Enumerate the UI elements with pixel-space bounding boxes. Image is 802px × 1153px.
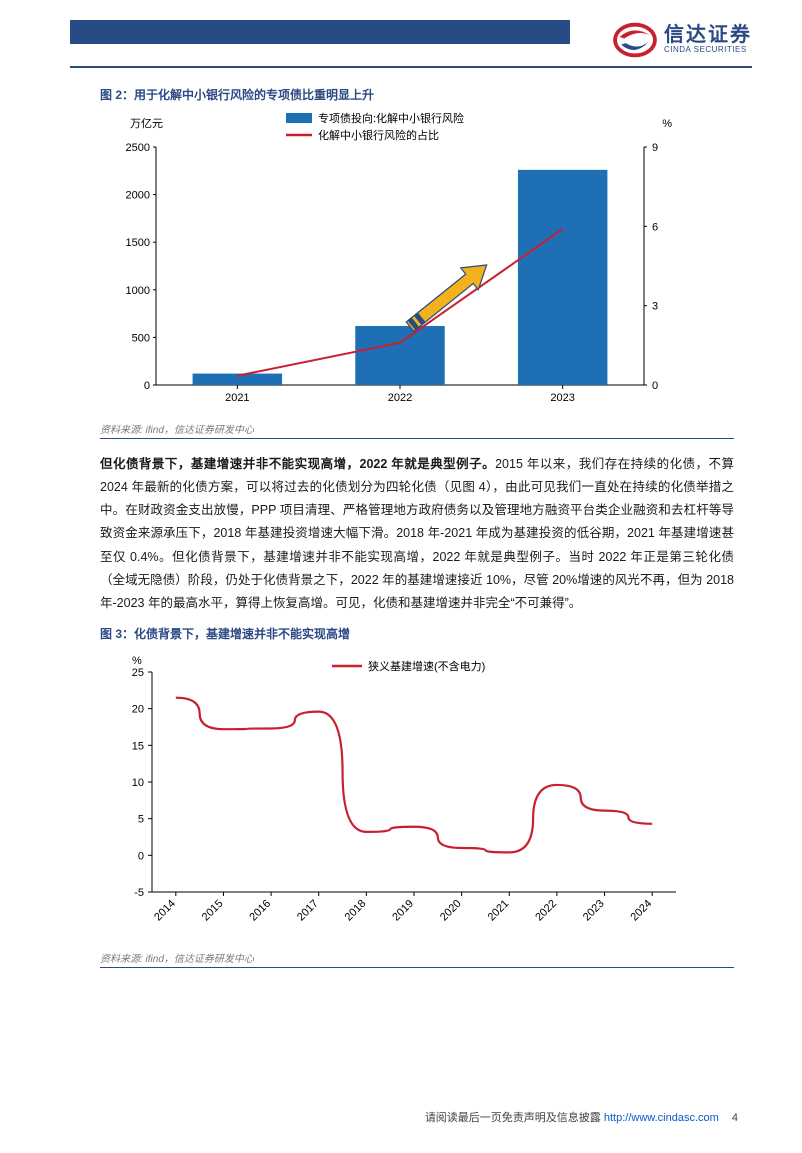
svg-text:0: 0: [138, 850, 144, 862]
svg-text:2017: 2017: [295, 898, 321, 924]
brand-name-cn: 信达证券: [664, 25, 752, 46]
svg-text:2500: 2500: [126, 142, 150, 154]
svg-text:10: 10: [132, 777, 144, 789]
page-header: 信达证券 CINDA SECURITIES: [0, 20, 802, 66]
svg-text:5: 5: [138, 814, 144, 826]
svg-text:2021: 2021: [486, 898, 512, 924]
figure2-sep: [100, 438, 734, 439]
svg-text:9: 9: [652, 142, 658, 154]
brand-name-en: CINDA SECURITIES: [664, 46, 752, 54]
brand-logo: 信达证券 CINDA SECURITIES: [612, 20, 752, 60]
svg-text:2019: 2019: [390, 898, 416, 924]
svg-text:2015: 2015: [200, 898, 226, 924]
paragraph-lead: 但化债背景下，基建增速并非不能实现高增，2022 年就是典型例子。: [100, 457, 495, 471]
page-footer: 请阅读最后一页免责声明及信息披露 http://www.cindasc.com …: [425, 1109, 738, 1125]
page-number: 4: [732, 1112, 738, 1124]
svg-text:2022: 2022: [388, 392, 412, 404]
svg-text:1500: 1500: [126, 237, 150, 249]
figure2-source: 资料来源: ifind，信达证券研发中心: [100, 421, 734, 436]
svg-text:1000: 1000: [126, 285, 150, 297]
svg-text:2023: 2023: [550, 392, 574, 404]
svg-text:2020: 2020: [438, 898, 464, 924]
svg-text:15: 15: [132, 740, 144, 752]
figure2-title: 图 2：用于化解中小银行风险的专项债比重明显上升: [100, 86, 734, 103]
svg-text:2000: 2000: [126, 190, 150, 202]
svg-text:0: 0: [652, 380, 658, 392]
svg-text:2018: 2018: [343, 898, 369, 924]
footer-disclaimer: 请阅读最后一页免责声明及信息披露: [425, 1112, 601, 1124]
svg-text:2023: 2023: [581, 898, 607, 924]
svg-text:2016: 2016: [247, 898, 273, 924]
svg-text:2021: 2021: [225, 392, 249, 404]
figure3-sep: [100, 967, 734, 968]
footer-link[interactable]: http://www.cindasc.com: [604, 1112, 719, 1124]
svg-text:-5: -5: [134, 887, 144, 899]
svg-text:2024: 2024: [629, 898, 655, 924]
svg-text:2014: 2014: [152, 898, 178, 924]
svg-text:500: 500: [132, 332, 150, 344]
svg-text:0: 0: [144, 380, 150, 392]
paragraph-rest: 2015 年以来，我们存在持续的化债，不算 2024 年最新的化债方案，可以将过…: [100, 457, 734, 610]
svg-text:20: 20: [132, 704, 144, 716]
page-content: 图 2：用于化解中小银行风险的专项债比重明显上升 050010001500200…: [0, 68, 802, 968]
svg-text:万亿元: 万亿元: [130, 117, 163, 130]
svg-text:3: 3: [652, 301, 658, 313]
svg-text:6: 6: [652, 221, 658, 233]
svg-text:化解中小银行风险的占比: 化解中小银行风险的占比: [318, 128, 439, 142]
figure3-source: 资料来源: ifind，信达证券研发中心: [100, 950, 734, 965]
svg-text:狭义基建增速(不含电力): 狭义基建增速(不含电力): [368, 659, 485, 673]
svg-text:专项债投向:化解中小银行风险: 专项债投向:化解中小银行风险: [318, 111, 464, 125]
svg-text:%: %: [662, 118, 672, 130]
figure3-title: 图 3：化债背景下，基建增速并非不能实现高增: [100, 625, 734, 642]
figure2-chart: 0 500 1000 1500 2000 2500 0 3 6 9 万亿元% 2021 2022 2023…: [100, 107, 700, 417]
figure3-chart: -5 0 5 10 15 20 25% 2014 2015 2016 2017 2018 2019 202…: [100, 646, 700, 946]
logo-swirl-icon: [612, 20, 658, 60]
body-paragraph: 但化债背景下，基建增速并非不能实现高增，2022 年就是典型例子。2015 年以…: [100, 453, 734, 615]
svg-text:2022: 2022: [533, 898, 559, 924]
svg-text:25: 25: [132, 667, 144, 679]
svg-text:%: %: [132, 655, 142, 667]
